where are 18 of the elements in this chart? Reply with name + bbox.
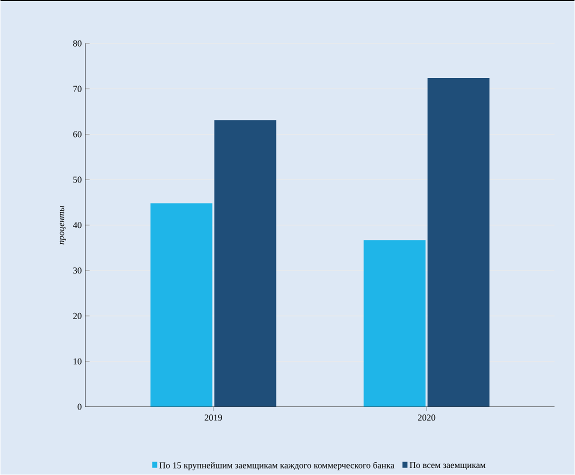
- y-tick-label: 40: [73, 222, 82, 228]
- y-tick-label: 80: [73, 40, 82, 47]
- legend-label: По всем заемщикам: [410, 462, 486, 470]
- y-tick-label: 70: [73, 86, 82, 92]
- y-tick-label: 20: [73, 313, 82, 320]
- y-tick-label: 0: [78, 404, 82, 410]
- bar: [364, 240, 426, 407]
- y-tick-label: 30: [73, 268, 82, 274]
- bar: [214, 120, 276, 407]
- legend-label: По 15 крупнейшим заемщикам каждого коммерческого банка: [159, 462, 394, 470]
- bar: [150, 203, 212, 407]
- y-tick-label: 50: [73, 176, 82, 183]
- y-tick-label: 10: [74, 358, 82, 365]
- x-tick-label: 2019: [204, 414, 222, 421]
- y-axis-title: проценты: [60, 206, 66, 245]
- bar: [428, 78, 490, 407]
- y-tick-label: 60: [73, 131, 82, 138]
- x-tick-label: 2020: [418, 414, 436, 421]
